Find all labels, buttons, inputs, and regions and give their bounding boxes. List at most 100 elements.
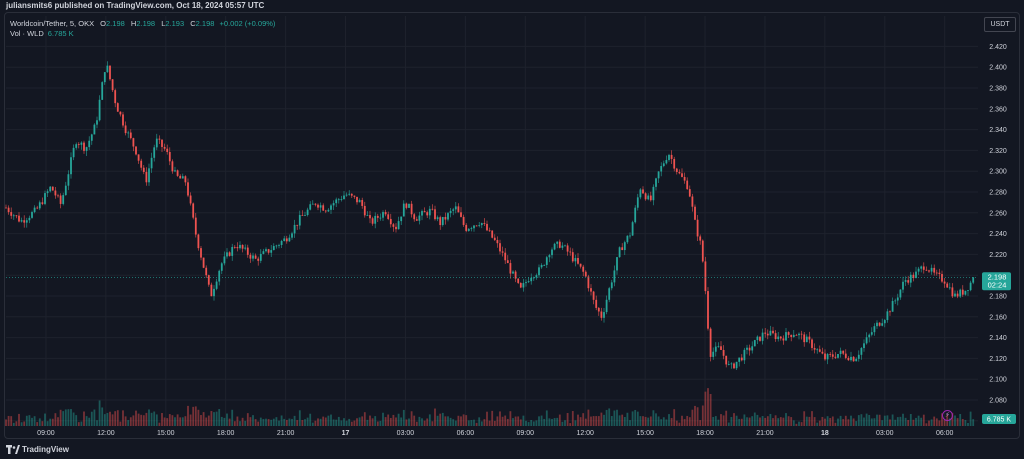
candle-body[interactable] (324, 210, 327, 212)
candle-body[interactable] (969, 282, 972, 291)
candle-body[interactable] (941, 274, 943, 282)
candle-body[interactable] (545, 257, 548, 265)
candle-body[interactable] (748, 347, 751, 351)
candle-body[interactable] (36, 207, 39, 209)
candle-body[interactable] (83, 142, 85, 151)
candle-body[interactable] (426, 212, 429, 216)
candle-body[interactable] (688, 189, 691, 197)
candle-body[interactable] (348, 193, 351, 195)
candle-body[interactable] (902, 281, 904, 290)
candle-body[interactable] (379, 217, 382, 219)
candle-body[interactable] (532, 277, 535, 279)
candle-body[interactable] (743, 349, 746, 361)
candle-body[interactable] (662, 163, 665, 167)
candle-body[interactable] (168, 152, 171, 162)
candle-body[interactable] (400, 216, 403, 222)
candle-body[interactable] (642, 189, 644, 194)
candle-body[interactable] (252, 255, 254, 259)
candle-body[interactable] (376, 215, 379, 218)
candle-body[interactable] (38, 202, 41, 209)
candle-body[interactable] (410, 203, 413, 215)
candle-body[interactable] (62, 195, 65, 204)
candle-body[interactable] (197, 234, 200, 249)
candle-body[interactable] (535, 275, 538, 278)
candle-body[interactable] (166, 148, 169, 153)
candle-body[interactable] (735, 361, 738, 369)
candle-body[interactable] (621, 247, 624, 251)
candle-body[interactable] (717, 346, 720, 348)
candle-body[interactable] (33, 207, 36, 213)
candle-body[interactable] (907, 280, 910, 283)
candle-body[interactable] (137, 154, 140, 161)
candle-body[interactable] (610, 282, 613, 289)
candle-body[interactable] (467, 228, 470, 231)
candle-body[interactable] (527, 281, 530, 283)
candle-body[interactable] (304, 214, 306, 216)
candle-body[interactable] (423, 211, 426, 213)
candle-body[interactable] (785, 332, 787, 341)
candle-body[interactable] (852, 356, 855, 362)
candle-body[interactable] (85, 147, 88, 151)
candle-body[interactable] (80, 142, 83, 145)
candle-body[interactable] (730, 363, 733, 365)
candle-body[interactable] (142, 167, 145, 172)
candle-body[interactable] (556, 241, 559, 244)
candle-body[interactable] (608, 288, 611, 300)
candle-body[interactable] (155, 138, 158, 148)
candle-body[interactable] (384, 212, 387, 215)
candle-body[interactable] (597, 307, 600, 312)
candle-body[interactable] (249, 254, 252, 259)
candle-body[interactable] (946, 283, 949, 288)
candle-body[interactable] (894, 300, 897, 302)
candle-body[interactable] (319, 205, 322, 208)
candle-body[interactable] (88, 140, 91, 148)
candle-body[interactable] (124, 125, 127, 134)
candle-body[interactable] (764, 332, 767, 334)
candle-body[interactable] (954, 293, 956, 297)
candle-body[interactable] (96, 120, 98, 125)
candle-body[interactable] (428, 208, 431, 216)
candle-body[interactable] (93, 124, 96, 135)
candle-body[interactable] (738, 357, 741, 362)
candle-body[interactable] (366, 215, 369, 216)
candle-body[interactable] (475, 225, 478, 227)
candle-body[interactable] (865, 337, 868, 344)
candle-body[interactable] (909, 274, 912, 283)
candle-body[interactable] (119, 111, 122, 115)
candle-body[interactable] (504, 252, 507, 261)
candle-body[interactable] (811, 339, 813, 348)
candle-body[interactable] (202, 257, 205, 268)
candle-body[interactable] (77, 144, 80, 146)
candle-body[interactable] (49, 186, 52, 192)
candle-body[interactable] (629, 235, 631, 237)
candle-body[interactable] (961, 289, 964, 295)
candle-body[interactable] (441, 216, 444, 226)
candle-body[interactable] (603, 312, 605, 318)
candle-body[interactable] (558, 241, 561, 248)
candle-body[interactable] (928, 270, 930, 272)
candle-body[interactable] (90, 134, 93, 141)
candle-body[interactable] (587, 276, 590, 289)
candle-body[interactable] (766, 333, 769, 336)
candle-body[interactable] (917, 268, 920, 272)
candle-body[interactable] (454, 206, 457, 210)
candle-body[interactable] (101, 82, 104, 100)
candle-body[interactable] (956, 293, 959, 297)
candle-body[interactable] (657, 171, 660, 179)
candle-body[interactable] (491, 230, 494, 238)
candle-body[interactable] (818, 349, 821, 352)
candle-body[interactable] (187, 182, 189, 196)
candle-body[interactable] (746, 347, 748, 350)
candle-body[interactable] (720, 346, 722, 350)
candle-body[interactable] (782, 338, 785, 341)
candle-body[interactable] (129, 132, 132, 139)
candle-body[interactable] (361, 200, 364, 206)
candle-body[interactable] (218, 270, 221, 282)
candle-body[interactable] (127, 132, 130, 134)
candle-body[interactable] (241, 244, 244, 249)
candle-body[interactable] (70, 157, 72, 175)
candle-body[interactable] (109, 65, 111, 80)
candle-body[interactable] (933, 267, 936, 273)
candle-body[interactable] (358, 200, 361, 203)
candle-body[interactable] (174, 170, 176, 172)
